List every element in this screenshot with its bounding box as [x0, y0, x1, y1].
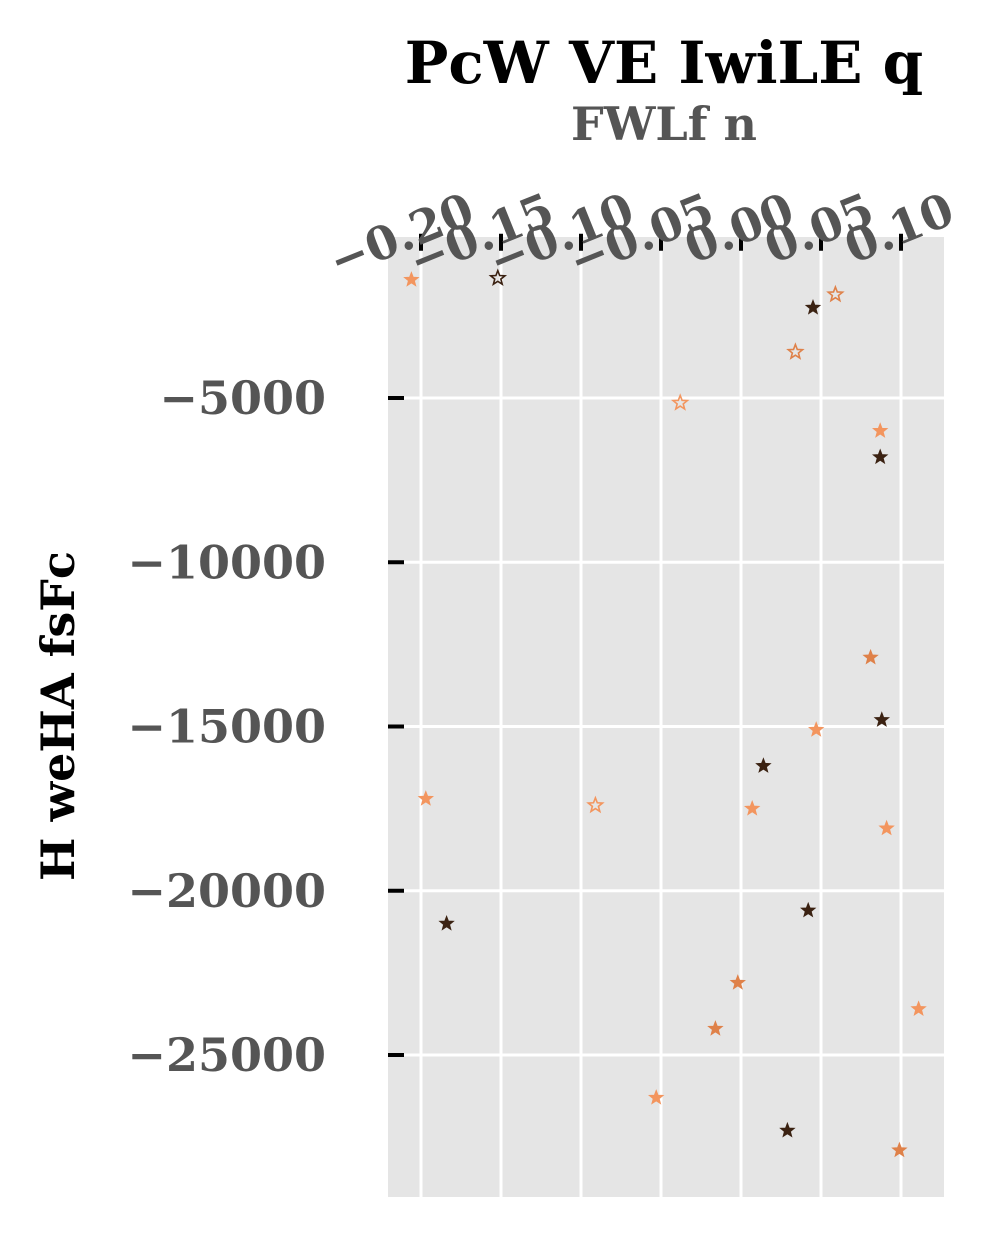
scatter-point — [755, 757, 772, 773]
scatter-point — [648, 1089, 665, 1105]
x-axis-label: FWLf n — [571, 97, 757, 151]
scatter-point — [438, 914, 455, 931]
y-tick-label: −20000 — [127, 864, 326, 918]
y-tick-label: −15000 — [127, 700, 326, 754]
scatter-point — [586, 795, 605, 814]
scatter-point — [872, 422, 889, 438]
scatter-point — [744, 800, 761, 816]
scatter-point — [878, 819, 895, 836]
scatter-point — [488, 268, 508, 286]
scatter-point — [786, 342, 805, 360]
gridlines — [388, 232, 944, 1197]
y-tick-label: −25000 — [127, 1028, 326, 1082]
y-tick-label: −5000 — [159, 371, 326, 425]
scatter-point — [707, 1020, 724, 1036]
y-axis-label: H weHA fsFc — [31, 551, 85, 881]
y-axis: −5000 −10000 −15000 −20000 −25000 — [127, 371, 404, 1082]
scatter-point — [826, 284, 845, 303]
scatter-point — [808, 721, 825, 737]
y-tick-label: −10000 — [127, 535, 326, 589]
scatter-point — [910, 1000, 927, 1016]
scatter-point — [403, 271, 420, 287]
plot-area — [388, 237, 944, 1197]
scatter-point — [729, 974, 746, 990]
scatter-point — [862, 648, 879, 665]
scatter-point — [804, 299, 822, 315]
scatter-point — [417, 790, 434, 806]
scatter-point — [670, 393, 690, 411]
data-points — [403, 268, 927, 1158]
scatter-point — [872, 448, 889, 465]
scatter-point — [873, 711, 890, 727]
chart-title: PcW VE IwiLE q — [405, 29, 924, 97]
scatter-point — [891, 1141, 908, 1158]
scatter-point — [800, 901, 817, 918]
scatter-point — [779, 1121, 796, 1138]
